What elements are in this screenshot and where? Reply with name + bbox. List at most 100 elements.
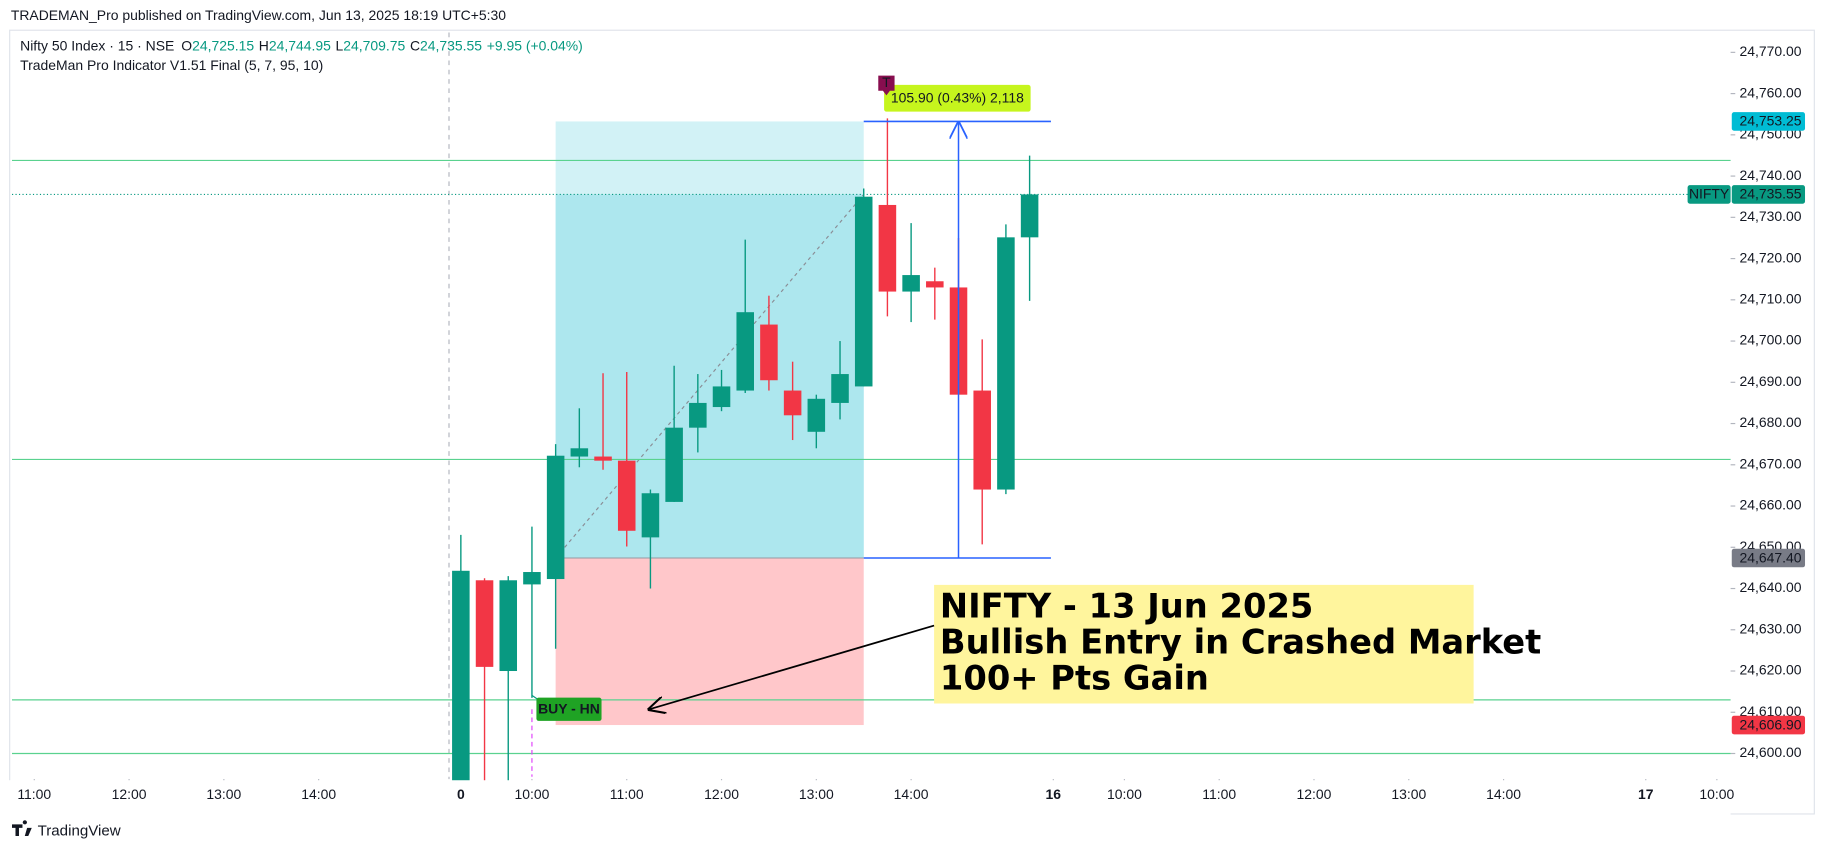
- candle-body: [475, 580, 494, 667]
- measure-label: 105.90 (0.43%) 2,118: [891, 90, 1024, 106]
- legend-line: Nifty 50 Index · 15 · NSE O24,725.15 H24,7…: [20, 37, 583, 53]
- candle-body: [760, 324, 778, 381]
- y-tick-label: 24,640.00: [1740, 579, 1802, 595]
- x-tick-label: 11:00: [1202, 786, 1236, 802]
- y-tick-label: 24,670.00: [1740, 455, 1802, 471]
- candle-body: [783, 390, 802, 416]
- plot-bottom-mask: [0, 780, 1731, 850]
- candle-body: [499, 580, 518, 672]
- candle-body: [926, 281, 944, 288]
- chart-frame: [9, 29, 1815, 815]
- x-tick-label: 16: [1046, 786, 1062, 802]
- annotation-box: [934, 584, 1474, 704]
- x-tick-label: 14:00: [894, 786, 929, 802]
- annotation-arrow: [649, 624, 935, 710]
- y-tick-label: 24,600.00: [1740, 744, 1802, 760]
- tradingview-logo: TradingView: [12, 820, 121, 839]
- price-badge-label: 24,735.55: [1740, 186, 1802, 202]
- ohlc-value: 24,709.75: [343, 37, 405, 53]
- y-tick-label: 24,730.00: [1740, 208, 1802, 224]
- main-layer: [452, 118, 1039, 816]
- publisher-header: TRADEMAN_Pro published on TradingView.co…: [11, 7, 506, 23]
- candle-body: [665, 427, 683, 502]
- candle-body: [546, 455, 565, 580]
- y-tick-label: 24,770.00: [1740, 43, 1802, 59]
- measure-label-box: [884, 84, 1031, 112]
- candle-body: [594, 456, 612, 461]
- candle-body: [570, 448, 589, 457]
- ohlc-label: C: [410, 37, 420, 53]
- change: +9.95 (+0.04%): [487, 37, 583, 53]
- candle-body: [452, 570, 470, 795]
- ohlc-value: 24,744.95: [269, 37, 331, 53]
- annotation-line: NIFTY - 13 Jun 2025: [940, 587, 1314, 626]
- symbol-tag: [1687, 185, 1731, 204]
- candle-body: [902, 275, 920, 292]
- y-tick-label: 24,700.00: [1740, 332, 1802, 348]
- x-tick-label: 14:00: [1486, 786, 1521, 802]
- indicator-name: TradeMan Pro Indicator V1.51 Final (5, 7…: [20, 57, 323, 73]
- y-tick-label: 24,610.00: [1740, 703, 1802, 719]
- x-tick-label: 0: [457, 786, 465, 802]
- y-tick-label: 24,690.00: [1740, 373, 1802, 389]
- candle-body: [997, 237, 1015, 490]
- candle-body: [689, 402, 707, 428]
- candle-body: [854, 196, 873, 387]
- trade-marker-shape: [878, 75, 895, 96]
- x-tick-label: 12:00: [704, 786, 739, 802]
- candle-body: [1020, 194, 1039, 238]
- y-tick-label: 24,740.00: [1740, 167, 1802, 183]
- y-tick-label: 24,630.00: [1740, 620, 1802, 636]
- x-tick-label: 11:00: [17, 786, 51, 802]
- y-tick-label: 24,720.00: [1740, 249, 1802, 265]
- price-badge: [1731, 112, 1806, 131]
- x-tick-label: 10:00: [1699, 786, 1734, 802]
- y-tick-label: 24,680.00: [1740, 414, 1802, 430]
- ohlc-label: L: [336, 37, 344, 53]
- candle-body: [973, 390, 991, 490]
- x-tick-label: 12:00: [112, 786, 147, 802]
- ohlc-value: 24,735.55: [420, 37, 482, 53]
- annotation-line: 100+ Pts Gain: [940, 659, 1209, 698]
- candle-body: [736, 312, 754, 391]
- ohlc-label: H: [259, 37, 269, 53]
- price-badge: [1731, 715, 1806, 735]
- annotation-line: Bullish Entry in Crashed Market: [940, 623, 1541, 662]
- candle-body: [807, 398, 826, 432]
- y-tick-label: 24,760.00: [1740, 84, 1802, 100]
- x-tick-label: 13:00: [799, 786, 834, 802]
- background-layer: [12, 32, 1736, 783]
- x-tick-label: 13:00: [206, 786, 241, 802]
- candle-body: [878, 204, 897, 292]
- stop-zone: [555, 558, 864, 726]
- price-badge-label: 24,606.90: [1740, 716, 1802, 732]
- candle-body: [617, 460, 636, 531]
- y-tick-label: 24,660.00: [1740, 497, 1802, 513]
- brand: TradingView: [38, 822, 121, 839]
- price-badge: [1731, 185, 1806, 204]
- price-badge: [1731, 548, 1806, 568]
- y-tick-label: 24,710.00: [1740, 291, 1802, 307]
- candle-body: [712, 386, 731, 408]
- symbol: Nifty 50 Index · 15 · NSE: [20, 37, 174, 53]
- x-tick-label: 13:00: [1391, 786, 1426, 802]
- candle-body: [641, 493, 660, 538]
- x-tick-label: 11:00: [610, 786, 644, 802]
- x-tick-label: 17: [1638, 786, 1654, 802]
- ohlc-value: 24,725.15: [192, 37, 254, 53]
- x-tick-label: 10:00: [1107, 786, 1142, 802]
- ohlc-label: O: [181, 37, 192, 53]
- price-badge-label: 24,647.40: [1740, 549, 1802, 565]
- x-tick-label: 12:00: [1297, 786, 1332, 802]
- price-badge-label: 24,753.25: [1740, 113, 1802, 129]
- signal-tag: [536, 697, 602, 721]
- trade-marker: T: [882, 74, 891, 90]
- top-layer: Nifty 50 Index · 15 · NSE O24,725.15 H24,7…: [0, 37, 1806, 850]
- y-tick-label: 24,620.00: [1740, 662, 1802, 678]
- progress-line: [555, 194, 865, 559]
- candle-body: [831, 374, 849, 403]
- symbol-tag-label: NIFTY: [1689, 186, 1729, 202]
- x-tick-label: 14:00: [301, 786, 336, 802]
